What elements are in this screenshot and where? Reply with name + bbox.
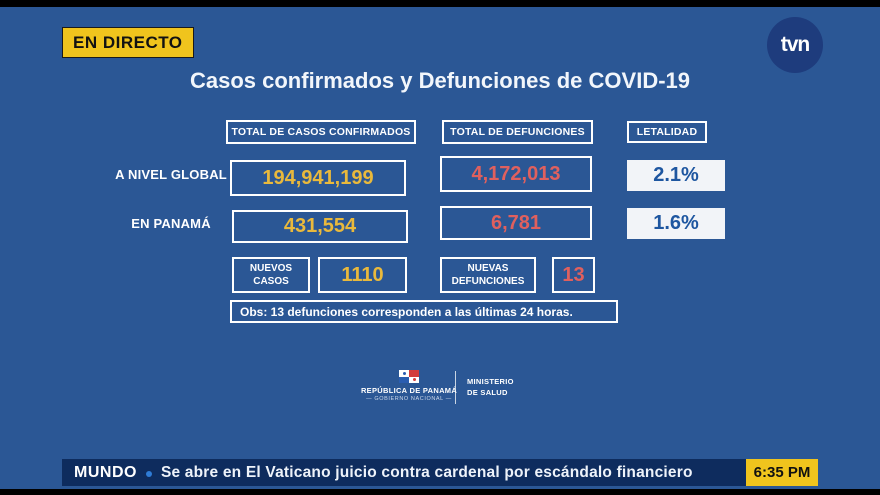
new-cases-label-box: NUEVOS CASOS <box>232 257 310 293</box>
ticker-headline: Se abre en El Vaticano juicio contra car… <box>160 463 693 481</box>
national-government-label: — GOBIERNO NACIONAL — <box>366 396 452 402</box>
tvn-channel-logo: tvn <box>767 17 823 73</box>
panama-lethality-box: 1.6% <box>627 208 725 239</box>
flag-quadrant <box>399 376 409 383</box>
ministry-line2: DE SALUD <box>467 387 508 397</box>
clock-badge: 6:35 PM <box>746 459 818 486</box>
panama-flag-icon <box>399 370 419 383</box>
header-total-deaths: TOTAL DE DEFUNCIONES <box>442 120 593 144</box>
logo-divider <box>455 371 456 404</box>
flag-quadrant <box>409 370 419 377</box>
tvn-logo-text: tvn <box>780 33 810 56</box>
ticker-separator-dot-icon <box>145 470 152 477</box>
new-cases-value: 1110 <box>341 263 384 286</box>
panama-confirmed-value: 431,554 <box>283 215 357 237</box>
new-deaths-value: 13 <box>562 263 585 286</box>
ticker-category: MUNDO <box>74 463 137 481</box>
panama-deaths-box: 6,781 <box>440 206 592 240</box>
page-title: Casos confirmados y Defunciones de COVID… <box>189 68 691 93</box>
news-ticker: MUNDO Se abre en El Vaticano juicio cont… <box>62 459 746 486</box>
new-deaths-value-box: 13 <box>552 257 595 293</box>
new-deaths-label-line2: DEFUNCIONES <box>451 276 525 287</box>
row-label-panama: EN PANAMÁ <box>131 216 211 231</box>
header-total-confirmed: TOTAL DE CASOS CONFIRMADOS <box>226 120 416 144</box>
observation-note-text: Obs: 13 defunciones corresponden a las ú… <box>240 304 573 319</box>
new-cases-value-box: 1110 <box>318 257 407 293</box>
global-lethality-box: 2.1% <box>627 160 725 191</box>
header-lethality: LETALIDAD <box>627 121 707 143</box>
republic-of-panama-label: REPÚBLICA DE PANAMÁ <box>360 386 458 395</box>
global-lethality-value: 2.1% <box>653 164 699 186</box>
new-cases-label-line2: CASOS <box>253 276 289 287</box>
new-deaths-label-line1: NUEVAS <box>467 262 509 274</box>
top-letterbox-bar <box>0 0 880 7</box>
global-deaths-value: 4,172,013 <box>471 162 561 185</box>
flag-quadrant <box>399 370 409 377</box>
live-badge: EN DIRECTO <box>62 27 194 58</box>
panama-deaths-value: 6,781 <box>490 211 542 234</box>
flag-quadrant <box>409 376 419 383</box>
global-deaths-box: 4,172,013 <box>440 156 592 192</box>
panama-confirmed-box: 431,554 <box>232 210 408 243</box>
panama-lethality-value: 1.6% <box>653 212 699 234</box>
observation-note: Obs: 13 defunciones corresponden a las ú… <box>230 300 618 323</box>
ministry-of-health-label: MINISTERIO DE SALUD <box>467 377 514 399</box>
global-confirmed-box: 194,941,199 <box>230 160 406 196</box>
new-cases-label-line1: NUEVOS <box>249 262 293 274</box>
row-label-global: A NIVEL GLOBAL <box>115 167 227 182</box>
global-confirmed-value: 194,941,199 <box>262 166 374 189</box>
new-deaths-label-box: NUEVAS DEFUNCIONES <box>440 257 536 293</box>
ministry-line1: MINISTERIO <box>467 377 514 386</box>
bottom-letterbox-bar <box>0 489 880 495</box>
